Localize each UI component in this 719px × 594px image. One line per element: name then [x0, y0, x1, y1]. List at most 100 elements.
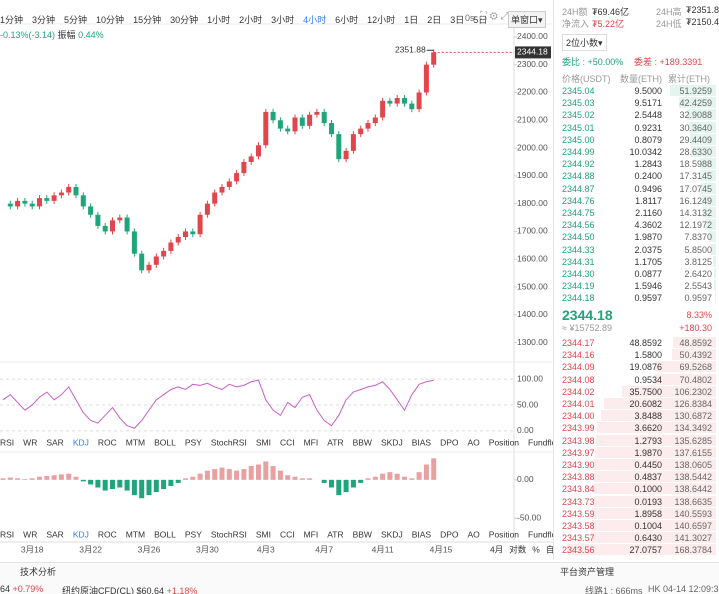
macd-bar: [117, 479, 123, 488]
cumulative: 28.6330: [679, 147, 712, 157]
candle: [212, 192, 218, 204]
timeframe[interactable]: 3分钟: [32, 15, 56, 25]
indicator-tab: ATR: [327, 437, 343, 447]
kdj-line: [2, 379, 434, 429]
cumulative: 141.3027: [674, 533, 712, 544]
depth-bar: [671, 349, 716, 361]
macd-bar: [7, 477, 13, 480]
macd-bar: [102, 479, 108, 491]
quantity: 0.4450: [634, 460, 662, 470]
cumulative: 134.3492: [674, 423, 712, 434]
column-header: 数量(ETH): [620, 74, 662, 84]
macd-bar: [0, 478, 6, 480]
indicator-tab: Position: [489, 529, 520, 539]
quantity: 1.5946: [634, 281, 662, 292]
depth-bar: [690, 146, 716, 157]
cumulative: 51.9259: [679, 86, 712, 96]
macd-bar: [416, 472, 422, 480]
candle: [299, 117, 305, 126]
quantity: 1.1705: [634, 256, 662, 267]
depth-bar: [701, 194, 716, 206]
candle: [307, 114, 313, 126]
timeframe[interactable]: 5日: [473, 15, 488, 25]
macd-bar: [387, 472, 393, 480]
timeframe[interactable]: 2小时: [239, 15, 263, 25]
candle: [234, 173, 240, 182]
timeframes: 1分钟 3分钟 5分钟 10分钟 15分钟 30分钟 1小时 2小时 3小时 4小时 6小时 12小时…: [0, 13, 487, 26]
timeframe[interactable]: 1分钟: [0, 15, 24, 25]
cumulative: 138.0605: [674, 460, 712, 470]
quantity: 19.0876: [629, 362, 662, 373]
macd-bar: [277, 470, 283, 480]
price: 2345.00: [562, 134, 595, 145]
indicator-tab: AO: [468, 437, 481, 447]
quantity: 1.2843: [634, 159, 662, 170]
price: 2345.02: [562, 110, 595, 121]
indicator-tab: KDJ: [73, 529, 89, 539]
price: 2343.59: [562, 508, 595, 519]
timeframe[interactable]: 12小时: [367, 15, 396, 25]
y-tick-label: 100.00: [517, 373, 543, 383]
precision[interactable]: 2位小数▾: [562, 34, 607, 51]
timeframe[interactable]: 2日: [427, 15, 442, 25]
depth-bar: [699, 158, 716, 170]
macd-bar: [343, 479, 349, 493]
price: 2345.01: [562, 122, 595, 133]
macd-bar: [372, 476, 378, 480]
macd-bar: [212, 469, 218, 480]
cumulative: 130.6872: [674, 411, 712, 422]
timeframe[interactable]: 10分钟: [96, 15, 125, 25]
candle: [22, 200, 28, 204]
macd-bar: [190, 476, 196, 480]
candle: [183, 231, 188, 237]
candle: [248, 156, 254, 162]
timeframe[interactable]: 1日: [404, 15, 419, 25]
volume: ₮69.46亿: [592, 7, 630, 17]
quantity: 48.8592: [629, 338, 662, 348]
timeframe[interactable]: 6小时: [335, 15, 359, 25]
y-tick-label: 1900.00: [517, 170, 548, 180]
indicator-tab: MFI: [304, 437, 319, 447]
indicator-tab: RSI: [0, 529, 14, 539]
asset[interactable]: 平台资产管理: [560, 567, 615, 577]
timeframe[interactable]: 3小时: [271, 15, 295, 25]
candle: [37, 198, 42, 207]
macd-bar: [402, 476, 407, 480]
price: 2343.99: [562, 423, 595, 434]
indicator-tab: BBW: [353, 529, 372, 539]
candle: [256, 145, 261, 157]
candle: [44, 198, 50, 201]
indicator-tab: RSI: [0, 437, 14, 447]
macd-bar: [431, 458, 437, 480]
quantity: 1.9870: [634, 232, 662, 243]
macd-bar: [124, 479, 130, 491]
timeframe[interactable]: 15分钟: [133, 15, 162, 25]
depth-bar: [713, 268, 716, 279]
y-tick-label: 1600.00: [517, 253, 548, 263]
timeframe[interactable]: 1小时: [207, 15, 231, 25]
candle: [15, 200, 21, 207]
candle: [102, 225, 108, 232]
y-tick-label: 1800.00: [517, 198, 548, 208]
cumulative: 7.8370: [684, 232, 712, 243]
change-info: -0.13%(-3.14) 振幅 0.44%: [0, 28, 104, 41]
depth-bar: [591, 520, 716, 531]
depth-bar: [700, 170, 716, 182]
quantity: 2.5448: [634, 110, 662, 121]
candle: [88, 206, 94, 215]
macd-bar: [95, 479, 101, 488]
candle: [343, 150, 349, 160]
quantity: 0.9534: [634, 374, 662, 385]
quantity: 1.8117: [635, 195, 662, 206]
tab[interactable]: 技术分析: [20, 567, 57, 577]
axis-control: 4月: [490, 544, 503, 554]
timeframe[interactable]: 3日: [450, 15, 465, 25]
timeframe[interactable]: 30分钟: [170, 15, 199, 25]
window-mode[interactable]: 单窗口▾: [508, 11, 546, 28]
depth-bar: [689, 121, 716, 133]
icons[interactable]: ⛶ ⚙ ⤢: [480, 11, 509, 22]
ticker2-name: 纽约原油CFD(CL): [62, 586, 134, 594]
timeframe[interactable]: 5分钟: [64, 15, 88, 25]
timeframe[interactable]: 4小时: [303, 15, 327, 25]
